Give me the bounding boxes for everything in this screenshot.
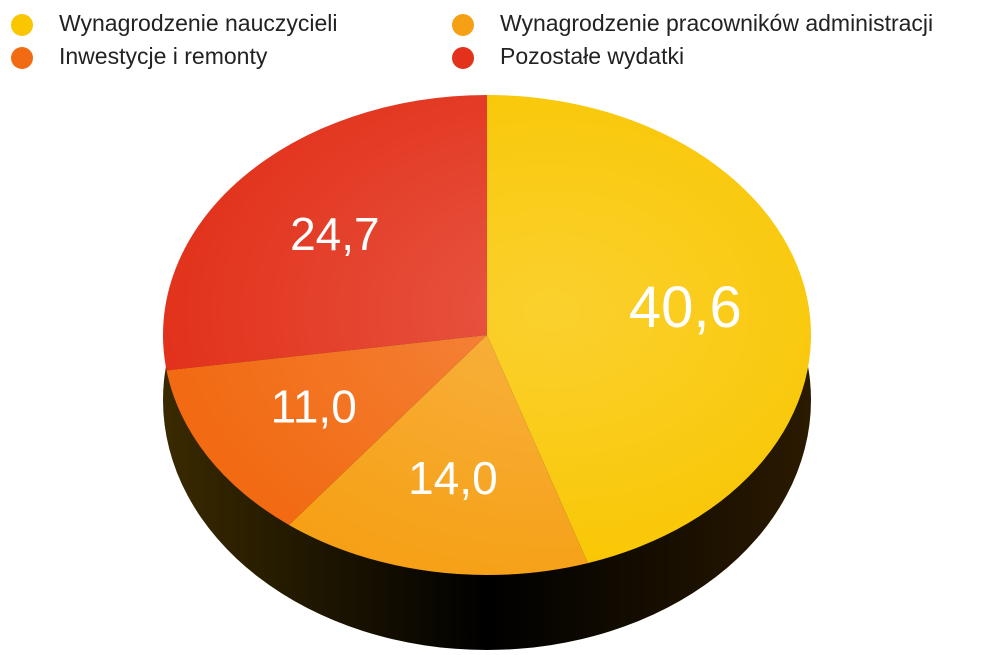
legend-label: Wynagrodzenie nauczycieli: [59, 10, 338, 36]
pie: 40,6 14,0 11,0 24,7: [162, 95, 812, 576]
legend-label: Inwestycje i remonty: [59, 43, 268, 69]
legend-swatch: [452, 47, 474, 69]
legend-label: Wynagrodzenie pracowników administracji: [500, 10, 933, 36]
legend-swatch: [11, 47, 33, 69]
data-label: 24,7: [290, 208, 380, 260]
legend: Wynagrodzenie nauczycieli Wynagrodzenie p…: [11, 10, 933, 69]
legend-label: Pozostałe wydatki: [500, 43, 684, 69]
data-label: 40,6: [629, 275, 742, 340]
data-label: 11,0: [271, 380, 357, 432]
legend-swatch: [11, 14, 33, 36]
legend-swatch: [452, 14, 474, 36]
data-label: 14,0: [408, 452, 498, 504]
